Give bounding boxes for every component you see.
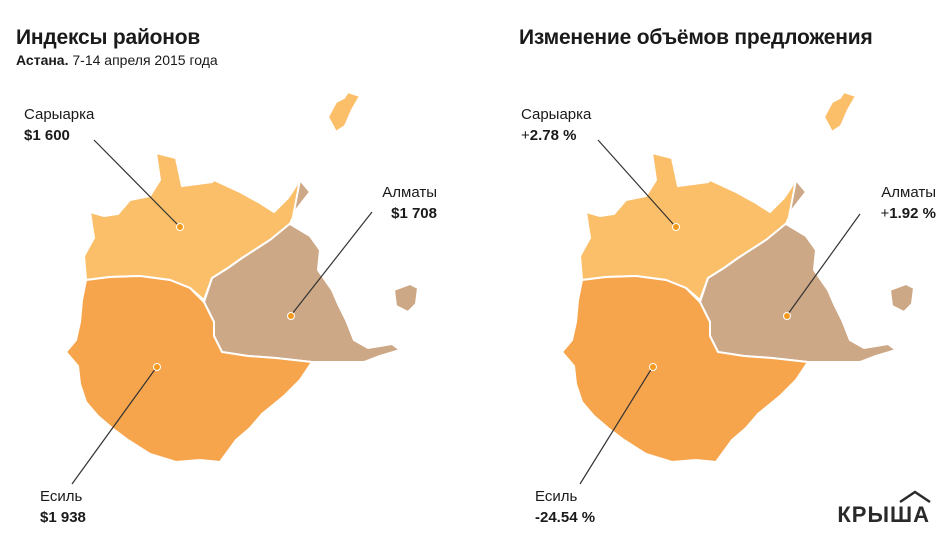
left-panel: Индексы районов Астана. 7-14 апреля 2015… xyxy=(16,26,437,528)
district-name: Есиль xyxy=(40,488,83,505)
district-map xyxy=(64,90,420,485)
district-name: Есиль xyxy=(535,488,578,505)
leader-esil xyxy=(579,367,653,485)
label-esil: Есиль -24.54 % xyxy=(535,486,595,528)
label-saryarka: Сарыарка +2.78 % xyxy=(521,104,591,146)
marker-saryarka xyxy=(672,223,680,231)
change-value: 2.78 % xyxy=(529,127,577,144)
section-title: Изменение объёмов предложения xyxy=(519,26,873,49)
marker-almaty xyxy=(783,312,791,320)
change-value: -24.54 % xyxy=(535,509,596,526)
marker-esil xyxy=(649,363,657,371)
district-value: $1 938 xyxy=(40,509,86,526)
label-saryarka: Сарыарка $1 600 xyxy=(24,104,94,146)
page-title: Индексы районов xyxy=(16,26,201,49)
marker-almaty xyxy=(287,312,295,320)
leader-saryarka xyxy=(597,139,675,226)
leader-almaty xyxy=(787,213,861,315)
krysha-logo[interactable]: КРЫША xyxy=(837,490,931,528)
change-sign: + xyxy=(521,127,530,144)
district-change: +1.92 % xyxy=(881,203,936,224)
change-sign: + xyxy=(880,205,890,222)
region-esil[interactable] xyxy=(560,274,810,464)
district-change: -24.54 % xyxy=(535,507,595,528)
leader-almaty xyxy=(291,211,373,315)
marker-esil xyxy=(153,363,161,371)
label-esil: Есиль $1 938 xyxy=(40,486,86,528)
district-name: Алматы xyxy=(382,184,437,201)
right-panel: Изменение объёмов предложения Сарыарка +… xyxy=(475,0,950,550)
district-value: $1 600 xyxy=(24,127,70,144)
region-almaty[interactable] xyxy=(202,177,420,363)
district-name: Сарыарка xyxy=(521,106,592,123)
change-value: 1.92 % xyxy=(889,205,936,222)
district-value: $1 708 xyxy=(391,205,437,222)
subtitle-city: Астана. xyxy=(16,52,69,68)
leader-saryarka xyxy=(93,139,179,226)
district-name: Алматы xyxy=(881,184,936,201)
leader-esil xyxy=(71,367,157,485)
district-name: Сарыарка xyxy=(24,106,95,123)
roof-icon xyxy=(899,490,931,504)
region-esil[interactable] xyxy=(64,274,314,464)
label-almaty: Алматы $1 708 xyxy=(382,182,437,224)
subtitle-dates: 7-14 апреля 2015 года xyxy=(68,52,218,68)
label-almaty: Алматы +1.92 % xyxy=(881,182,936,224)
marker-saryarka xyxy=(176,223,184,231)
subtitle: Астана. 7-14 апреля 2015 года xyxy=(16,52,218,68)
district-change: +2.78 % xyxy=(521,125,591,146)
district-map xyxy=(560,90,916,485)
logo-text: КРЫША xyxy=(837,502,930,527)
region-almaty[interactable] xyxy=(698,177,916,363)
